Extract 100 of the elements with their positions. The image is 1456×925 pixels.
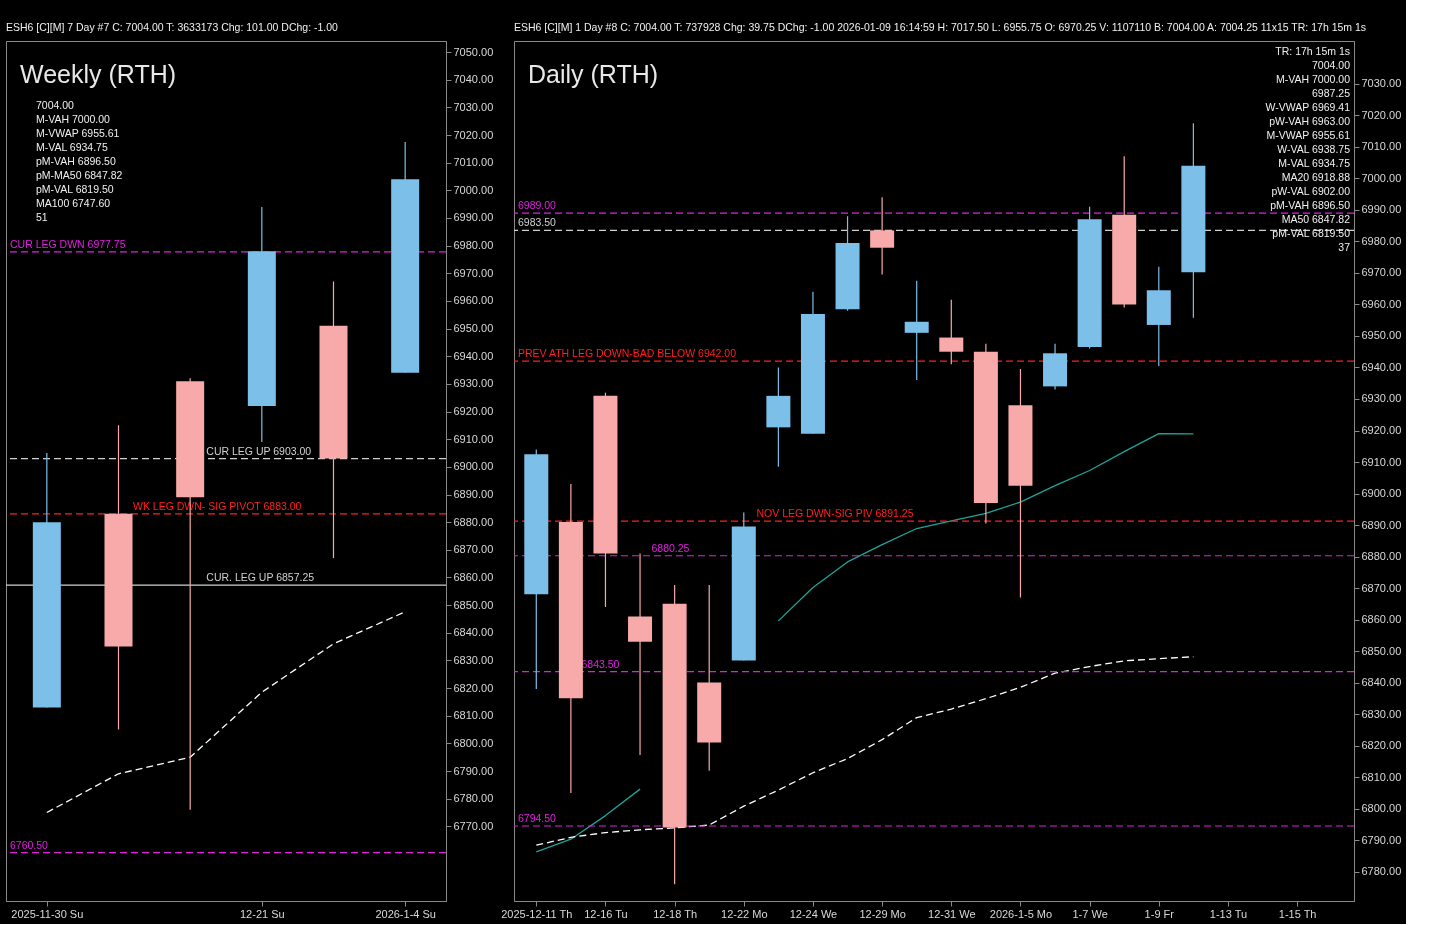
y-tick-label: 6820.00 xyxy=(453,681,494,694)
text: ESH6 [C][M] 1 Day #8 C: 7004.00 T: 737928 Chg: 39.75 DChg: -1.00 2026-01-09 16:14:59 H: 7017.50 L: 6955.75 O: 6970.25 V: 1107110 B: 7004.00 A: 7004.25 11x15 TR: 17h 15m 1s xyxy=(514,21,1367,33)
annotation: pM-MA50 6847.82 xyxy=(36,169,123,181)
y-tick-label: 6870.00 xyxy=(1361,581,1402,594)
y-tick-label: 6910.00 xyxy=(453,432,494,445)
ref-line-label: 6760.50 xyxy=(10,838,49,851)
y-tick-label: 6780.00 xyxy=(1361,865,1402,878)
x-tick-label: 1-13 Tu xyxy=(1209,907,1248,920)
x-tick-label: 2026-1-4 Su xyxy=(375,907,436,920)
y-tick-label: 6900.00 xyxy=(1361,487,1402,500)
y-tick-label: 7050.00 xyxy=(453,45,494,58)
ref-line-label: 6989.00 xyxy=(518,199,557,212)
y-tick-label: 6920.00 xyxy=(453,405,494,418)
y-tick-label: 6940.00 xyxy=(453,349,494,362)
annotation: 6987.25 xyxy=(1312,87,1351,99)
y-tick-label: 6890.00 xyxy=(1361,518,1402,531)
annotation: M-VAL 6934.75 xyxy=(36,141,108,153)
y-tick-label: 6840.00 xyxy=(1361,676,1402,689)
y-tick-label: 6820.00 xyxy=(1361,739,1402,752)
y-tick-label: 6800.00 xyxy=(1361,802,1402,815)
y-tick-label: 6970.00 xyxy=(1361,266,1402,279)
annotation: pW-VAH 6963.00 xyxy=(1269,115,1351,127)
y-tick-label: 6830.00 xyxy=(453,653,494,666)
ref-line-label: CUR LEG DWN 6977.75 xyxy=(10,237,126,250)
y-tick-label: 6890.00 xyxy=(453,488,494,500)
y-tick-label: 6790.00 xyxy=(453,764,494,777)
y-tick-label: 6930.00 xyxy=(1361,392,1402,405)
y-tick-label: 6960.00 xyxy=(453,294,494,307)
x-tick-label: 12-16 Tu xyxy=(584,907,628,920)
ref-line-label: CUR LEG UP 6903.00 xyxy=(206,444,312,457)
y-tick-label: 6920.00 xyxy=(1361,424,1402,437)
y-tick-label: 7000.00 xyxy=(453,183,494,196)
candlestick xyxy=(904,280,929,381)
y-tick-label: 6880.00 xyxy=(453,515,494,528)
text: Weekly (RTH) xyxy=(20,60,177,88)
y-tick-label: 7000.00 xyxy=(1361,171,1402,184)
x-tick-label: 2025-11-30 Su xyxy=(11,907,84,920)
y-tick-label: 7030.00 xyxy=(453,100,494,113)
y-tick-label: 6970.00 xyxy=(453,266,494,279)
y-tick-label: 6980.00 xyxy=(1361,234,1402,247)
y-tick-label: 6850.00 xyxy=(453,598,494,611)
annotation: 7004.00 xyxy=(36,99,75,111)
ref-line-label: 6794.50 xyxy=(518,812,557,824)
candlestick xyxy=(870,196,895,276)
x-tick-label: 2025-12-11 Th xyxy=(501,907,573,920)
annotation: pM-VAH 6896.50 xyxy=(36,155,116,167)
annotation: 7004.00 xyxy=(1312,59,1351,71)
ref-line-label: NOV LEG DWN-SIG PIV 6891.25 xyxy=(756,507,914,520)
annotation: W-VWAP 6969.41 xyxy=(1265,101,1351,113)
y-tick-label: 6810.00 xyxy=(453,709,494,722)
x-tick-label: 12-31 We xyxy=(928,907,976,920)
ref-line-label: 6983.50 xyxy=(518,216,557,229)
text: Daily (RTH) xyxy=(528,60,659,88)
y-tick-label: 6770.00 xyxy=(453,819,494,832)
y-tick-label: 6790.00 xyxy=(1361,833,1402,846)
y-tick-label: 6950.00 xyxy=(1361,329,1402,342)
y-tick-label: 6850.00 xyxy=(1361,644,1402,657)
annotation: M-VAH 7000.00 xyxy=(1276,73,1351,85)
x-tick-label: 12-22 Mo xyxy=(721,907,768,920)
y-tick-label: 6830.00 xyxy=(1361,707,1402,720)
x-tick-label: 12-29 Mo xyxy=(859,907,906,920)
annotation: 51 xyxy=(36,211,48,223)
y-tick-label: 7010.00 xyxy=(453,156,494,169)
annotation: MA50 6847.82 xyxy=(1281,213,1351,225)
x-tick-label: 1-15 Th xyxy=(1278,907,1317,920)
annotation: 37 xyxy=(1338,241,1351,253)
text: ESH6 [C][M] 7 Day #7 C: 7004.00 T: 3633173 Chg: 101.00 DChg: -1.00 xyxy=(6,21,339,33)
x-tick-label: 2026-1-5 Mo xyxy=(989,907,1053,920)
annotation: pM-VAH 6896.50 xyxy=(1270,199,1351,211)
x-tick-label: 12-24 We xyxy=(789,907,838,920)
y-tick-label: 6810.00 xyxy=(1361,770,1402,783)
y-tick-label: 6860.00 xyxy=(1361,613,1402,626)
y-tick-label: 6990.00 xyxy=(1361,203,1402,216)
annotation: pM-VAL 6819.50 xyxy=(36,183,114,195)
annotation: M-VWAP 6955.61 xyxy=(1266,129,1351,141)
y-tick-label: 7010.00 xyxy=(1361,140,1402,153)
ref-line-label: CUR. LEG UP 6857.25 xyxy=(206,571,315,584)
annotation: W-VAL 6938.75 xyxy=(1277,143,1351,155)
y-tick-label: 6990.00 xyxy=(453,211,494,224)
ref-line-label: 6880.25 xyxy=(651,541,690,554)
y-tick-label: 6950.00 xyxy=(453,322,494,335)
y-tick-label: 7020.00 xyxy=(453,128,494,141)
line-series xyxy=(46,611,406,814)
y-tick-label: 6780.00 xyxy=(453,792,494,805)
y-tick-label: 6860.00 xyxy=(453,570,494,583)
x-tick-label: 12-21 Su xyxy=(240,907,285,920)
annotation: TR: 17h 15m 1s xyxy=(1275,45,1350,57)
y-tick-label: 6940.00 xyxy=(1361,360,1402,373)
annotation: MA20 6918.88 xyxy=(1281,171,1351,183)
annotation: MA100 6747.60 xyxy=(36,197,111,209)
x-tick-label: 12-18 Th xyxy=(653,907,698,920)
y-tick-label: 6930.00 xyxy=(453,377,494,390)
y-tick-label: 7040.00 xyxy=(453,73,494,86)
x-tick-label: 1-7 We xyxy=(1072,907,1108,920)
annotation: M-VAH 7000.00 xyxy=(36,113,111,125)
annotation: M-VAL 6934.75 xyxy=(1278,157,1351,169)
y-tick-label: 6840.00 xyxy=(453,626,494,639)
y-tick-label: 6910.00 xyxy=(1361,455,1402,468)
y-tick-label: 6960.00 xyxy=(1361,297,1402,310)
ref-line-label: PREV ATH LEG DOWN-BAD BELOW 6942.00 xyxy=(518,347,737,360)
